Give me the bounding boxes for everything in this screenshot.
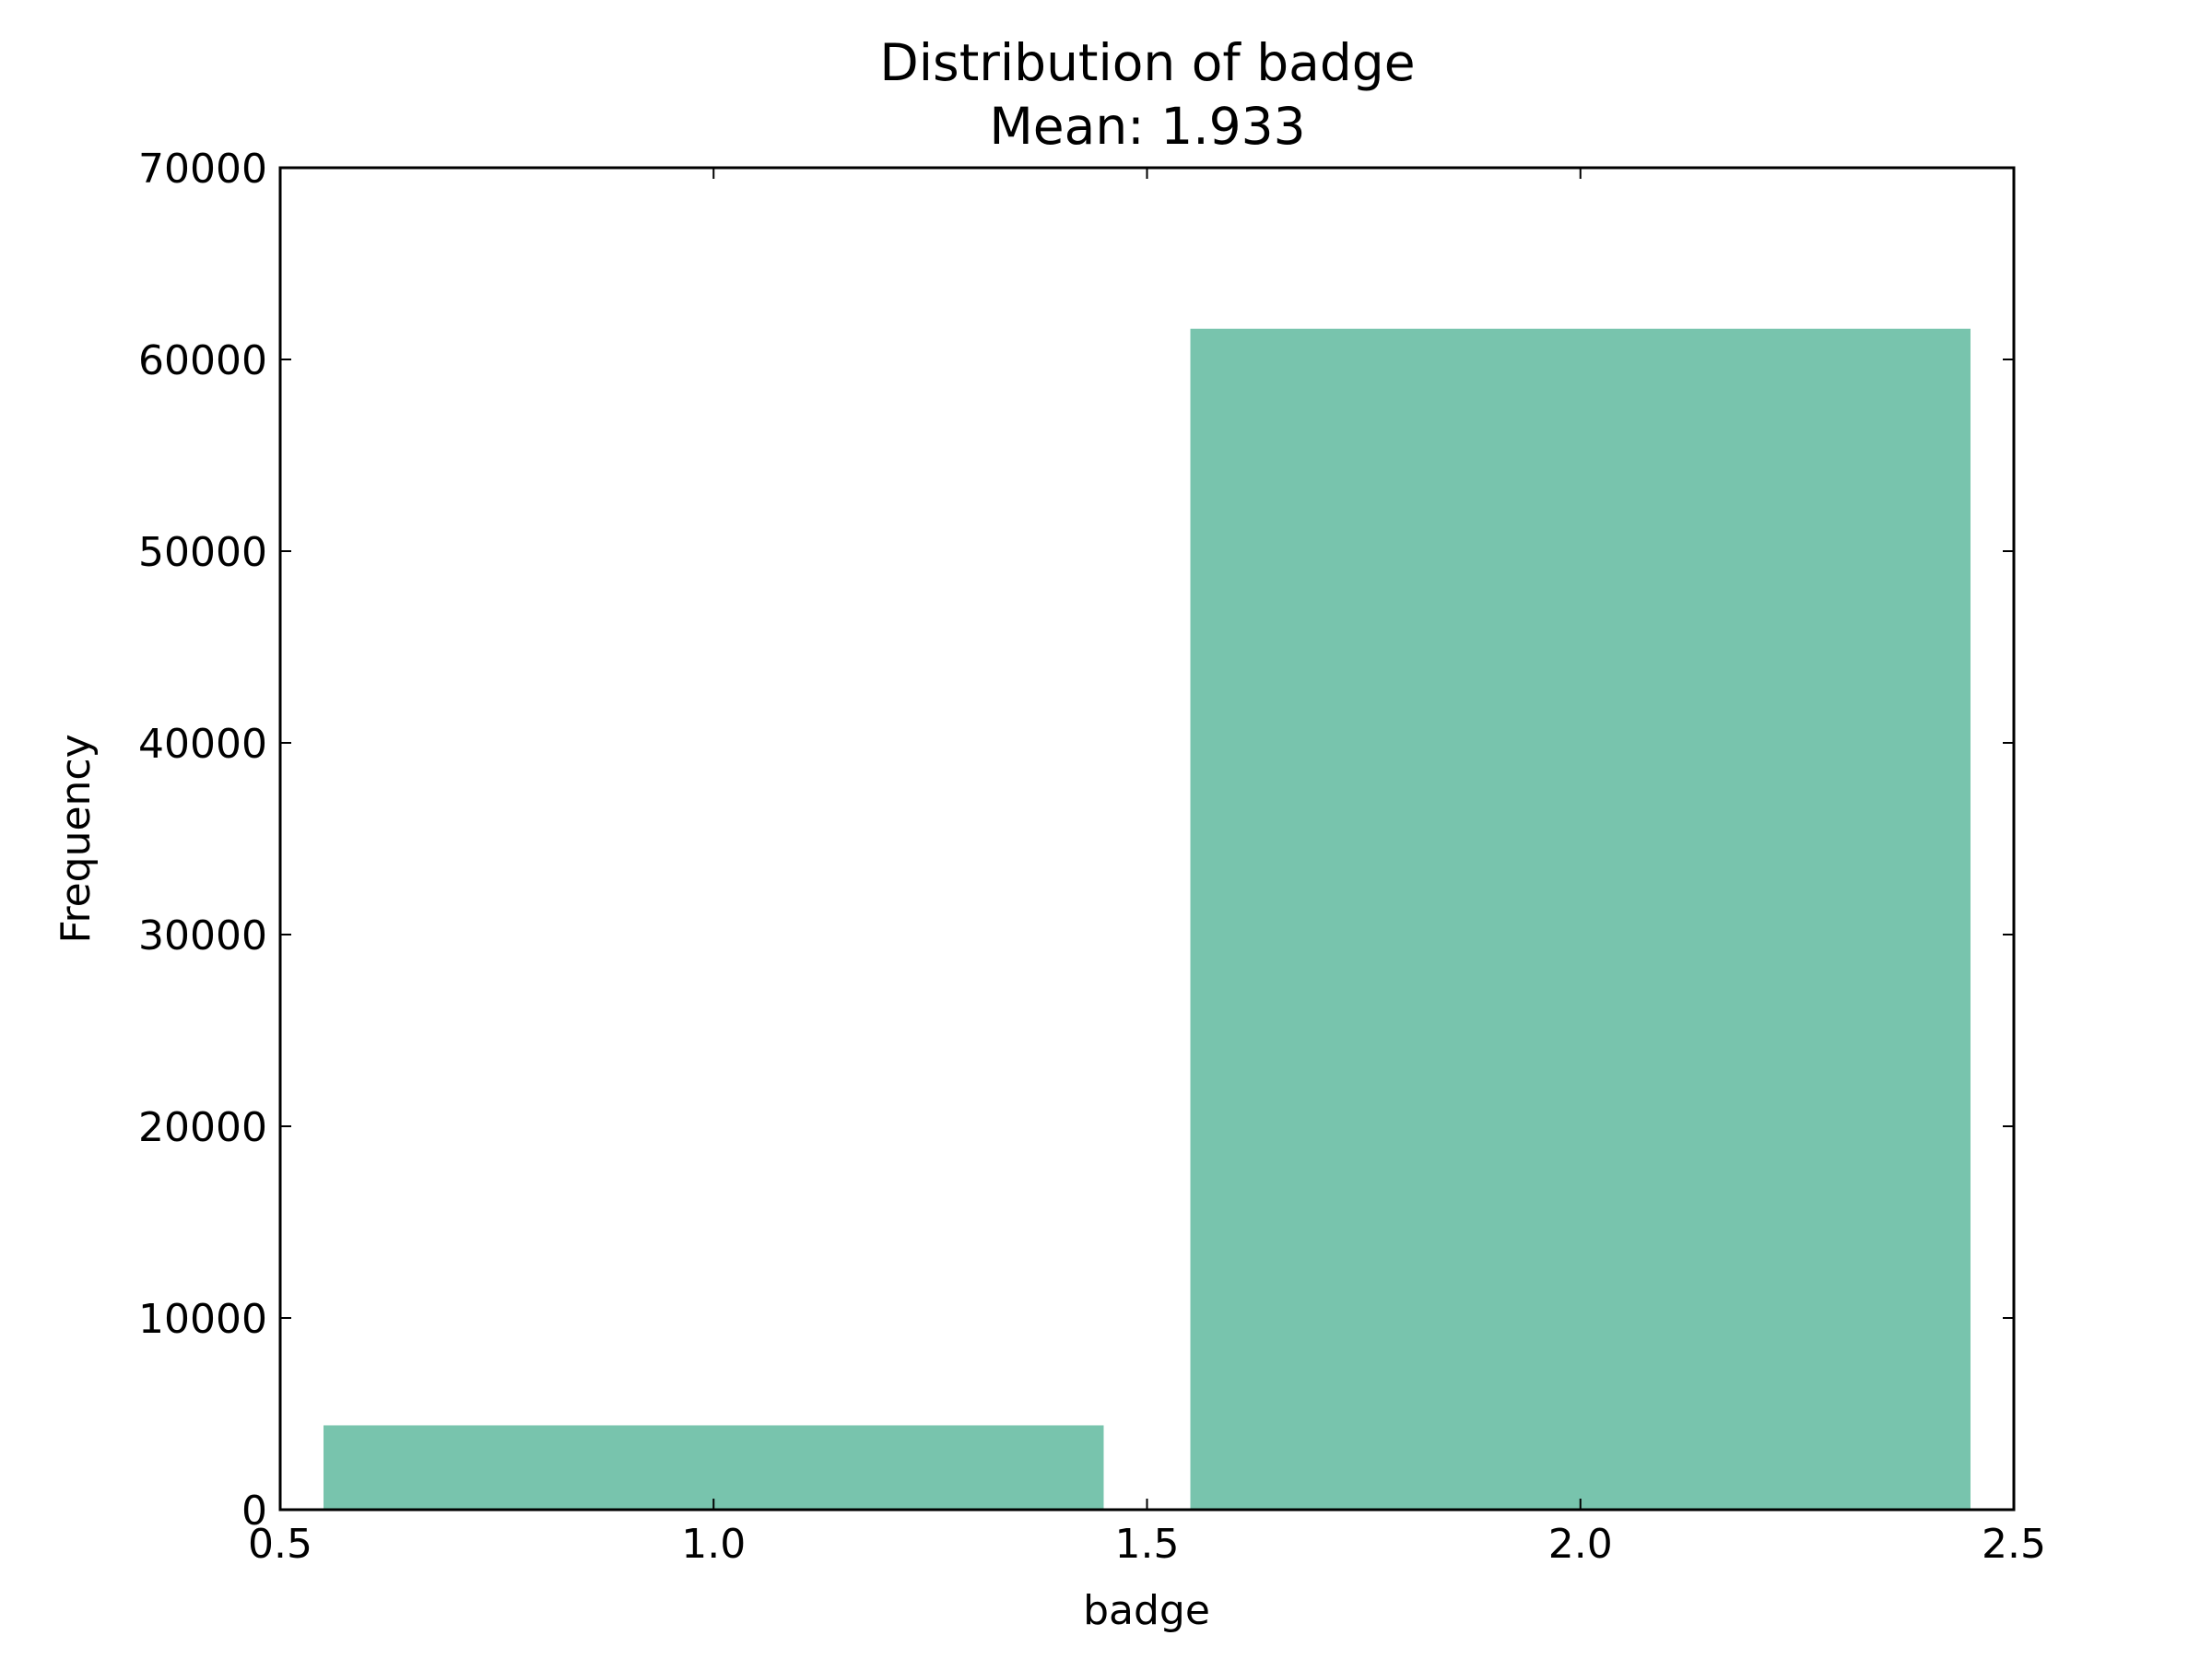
axis-ticks: 0.5 1.0 1.5 2.0 2.5 0 10000 20000 30000 40000 5000…	[138, 146, 2046, 1568]
y-tick-label: 70000	[138, 146, 267, 193]
x-tick-label: 0.5	[248, 1521, 312, 1568]
x-tick-label: 2.0	[1548, 1521, 1613, 1568]
y-tick-label: 40000	[138, 721, 267, 768]
y-axis-label: Frequency	[53, 734, 100, 943]
y-tick-label: 10000	[138, 1296, 267, 1343]
histogram-bar-2	[1190, 328, 1971, 1511]
y-tick-label: 20000	[138, 1104, 267, 1151]
y-tick-label: 30000	[138, 912, 267, 959]
x-axis-label: badge	[1083, 1587, 1210, 1634]
bar-group	[324, 328, 1971, 1511]
x-tick-label: 1.0	[681, 1521, 746, 1568]
y-tick-label: 0	[241, 1488, 267, 1535]
x-tick-label: 1.5	[1115, 1521, 1180, 1568]
chart-title: Distribution of badge	[879, 33, 1415, 92]
y-tick-label: 60000	[138, 337, 267, 384]
chart-subtitle: Mean: 1.933	[989, 97, 1305, 156]
y-tick-label: 50000	[138, 529, 267, 576]
x-tick-label: 2.5	[1982, 1521, 2046, 1568]
plot-frame	[278, 166, 2016, 1512]
histogram-bar-1	[324, 1425, 1104, 1510]
